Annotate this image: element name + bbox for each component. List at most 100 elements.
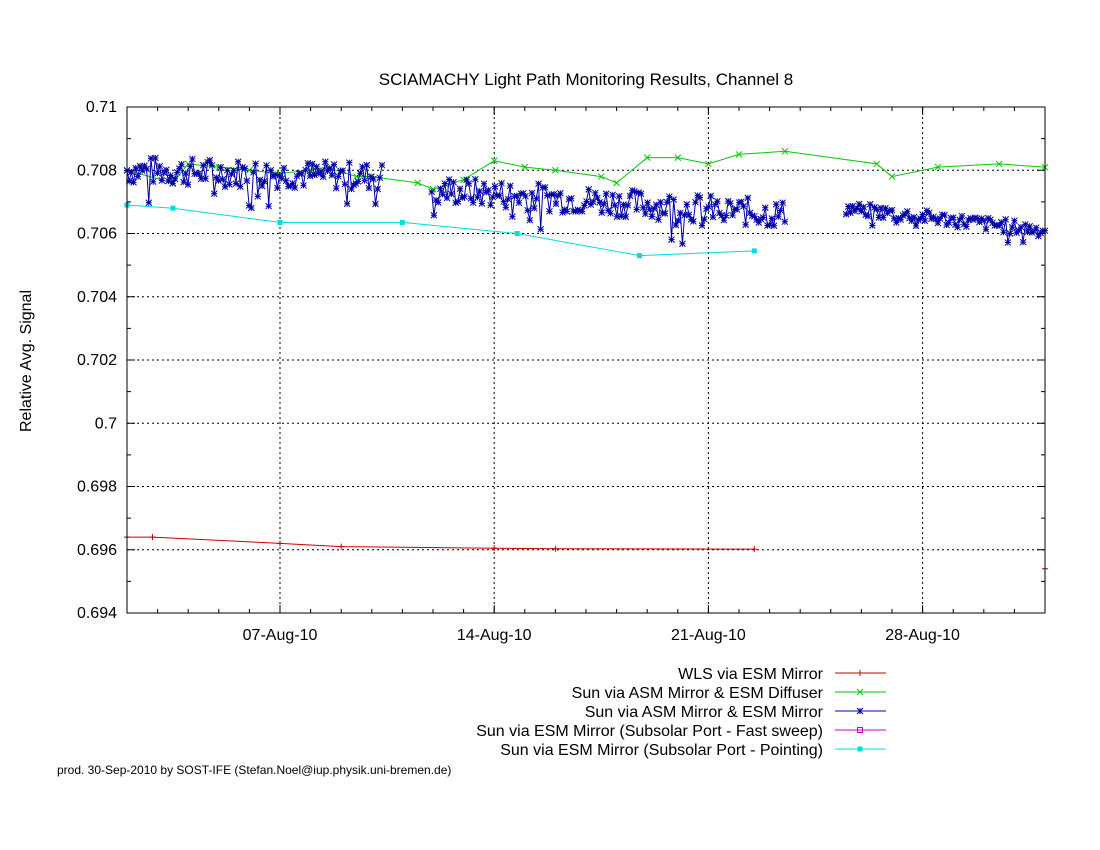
data-point bbox=[628, 186, 636, 194]
axis-ticks: 0.694 0.696 0.698 0.7 0.702 0.704 0.706 0.708 0.… bbox=[77, 99, 1045, 644]
y-tick-label: 0.698 bbox=[77, 479, 117, 496]
plot-frame bbox=[126, 106, 1046, 614]
data-point bbox=[399, 219, 405, 225]
data-point bbox=[1006, 230, 1014, 237]
legend-marker bbox=[856, 688, 864, 696]
data-point bbox=[713, 197, 721, 205]
data-point bbox=[456, 185, 464, 193]
y-axis-label: Relative Avg. Signal bbox=[18, 290, 35, 432]
data-point bbox=[372, 200, 379, 208]
data-point bbox=[278, 175, 286, 183]
data-point bbox=[921, 217, 929, 225]
data-point bbox=[652, 201, 660, 209]
data-point bbox=[145, 199, 153, 207]
data-point bbox=[587, 201, 595, 209]
data-point bbox=[772, 200, 780, 208]
data-point bbox=[598, 209, 606, 216]
data-point bbox=[552, 200, 560, 208]
data-point bbox=[552, 545, 559, 552]
data-point bbox=[434, 199, 442, 206]
data-point bbox=[729, 211, 736, 219]
data-point bbox=[844, 203, 852, 210]
data-point bbox=[705, 160, 712, 168]
data-point bbox=[858, 207, 865, 215]
data-point bbox=[376, 174, 384, 182]
x-tick-label: 14-Aug-10 bbox=[457, 627, 532, 644]
data-point bbox=[847, 209, 854, 217]
data-point bbox=[197, 175, 205, 183]
data-point bbox=[513, 192, 521, 200]
data-point bbox=[210, 190, 218, 197]
data-point bbox=[535, 180, 542, 188]
data-point bbox=[567, 195, 575, 202]
data-point bbox=[781, 147, 789, 155]
data-point bbox=[591, 189, 599, 197]
data-point bbox=[602, 190, 610, 198]
data-point bbox=[306, 172, 314, 180]
data-point bbox=[184, 181, 192, 188]
data-point bbox=[565, 195, 573, 203]
data-point bbox=[958, 212, 966, 220]
data-point bbox=[709, 213, 717, 221]
data-point bbox=[849, 202, 857, 210]
data-point bbox=[962, 223, 970, 230]
data-point bbox=[313, 163, 320, 171]
data-point bbox=[350, 181, 358, 189]
data-point bbox=[945, 219, 953, 227]
data-point bbox=[720, 216, 728, 224]
data-point bbox=[458, 194, 466, 202]
data-point bbox=[359, 163, 366, 171]
chart-title: SCIAMACHY Light Path Monitoring Results,… bbox=[379, 70, 794, 89]
data-point bbox=[934, 163, 942, 171]
data-point bbox=[559, 209, 566, 216]
data-point bbox=[132, 164, 140, 172]
data-point bbox=[487, 201, 494, 209]
data-point bbox=[162, 166, 170, 174]
data-point bbox=[125, 177, 133, 185]
legend-label: Sun via ESM Mirror (Subsolar Port - Fast… bbox=[476, 723, 823, 740]
data-point bbox=[256, 176, 264, 184]
data-point bbox=[524, 206, 532, 214]
data-point bbox=[450, 178, 457, 186]
data-point bbox=[230, 167, 238, 174]
data-point bbox=[563, 208, 571, 215]
data-point bbox=[354, 178, 362, 185]
data-point bbox=[414, 179, 422, 187]
data-point bbox=[620, 201, 627, 208]
data-point bbox=[276, 172, 283, 179]
data-point bbox=[642, 210, 649, 218]
data-point bbox=[997, 218, 1005, 226]
data-point bbox=[546, 207, 553, 215]
data-point bbox=[860, 203, 867, 211]
data-point bbox=[679, 240, 686, 248]
data-point bbox=[987, 216, 994, 224]
data-point bbox=[460, 176, 467, 184]
data-point bbox=[779, 199, 787, 207]
y-tick-label: 0.704 bbox=[77, 289, 117, 306]
data-point bbox=[465, 180, 473, 187]
data-point bbox=[681, 211, 688, 219]
data-point bbox=[170, 205, 176, 211]
x-tick-label: 21-Aug-10 bbox=[671, 627, 746, 644]
data-point bbox=[685, 211, 693, 219]
data-point bbox=[646, 205, 654, 213]
data-point bbox=[378, 161, 386, 169]
series-line bbox=[126, 157, 383, 210]
data-point bbox=[644, 199, 651, 206]
data-point bbox=[674, 154, 682, 161]
data-point bbox=[862, 211, 870, 219]
data-point bbox=[208, 161, 216, 169]
data-point bbox=[775, 213, 782, 221]
data-point bbox=[311, 171, 318, 179]
data-point bbox=[528, 189, 536, 197]
data-point bbox=[226, 181, 233, 188]
data-point bbox=[182, 169, 190, 177]
grid-lines bbox=[127, 107, 1045, 613]
data-point bbox=[624, 201, 632, 209]
data-point bbox=[130, 179, 137, 186]
data-point bbox=[461, 193, 468, 201]
data-point bbox=[308, 160, 316, 168]
data-point bbox=[452, 199, 460, 207]
data-point bbox=[607, 209, 614, 217]
